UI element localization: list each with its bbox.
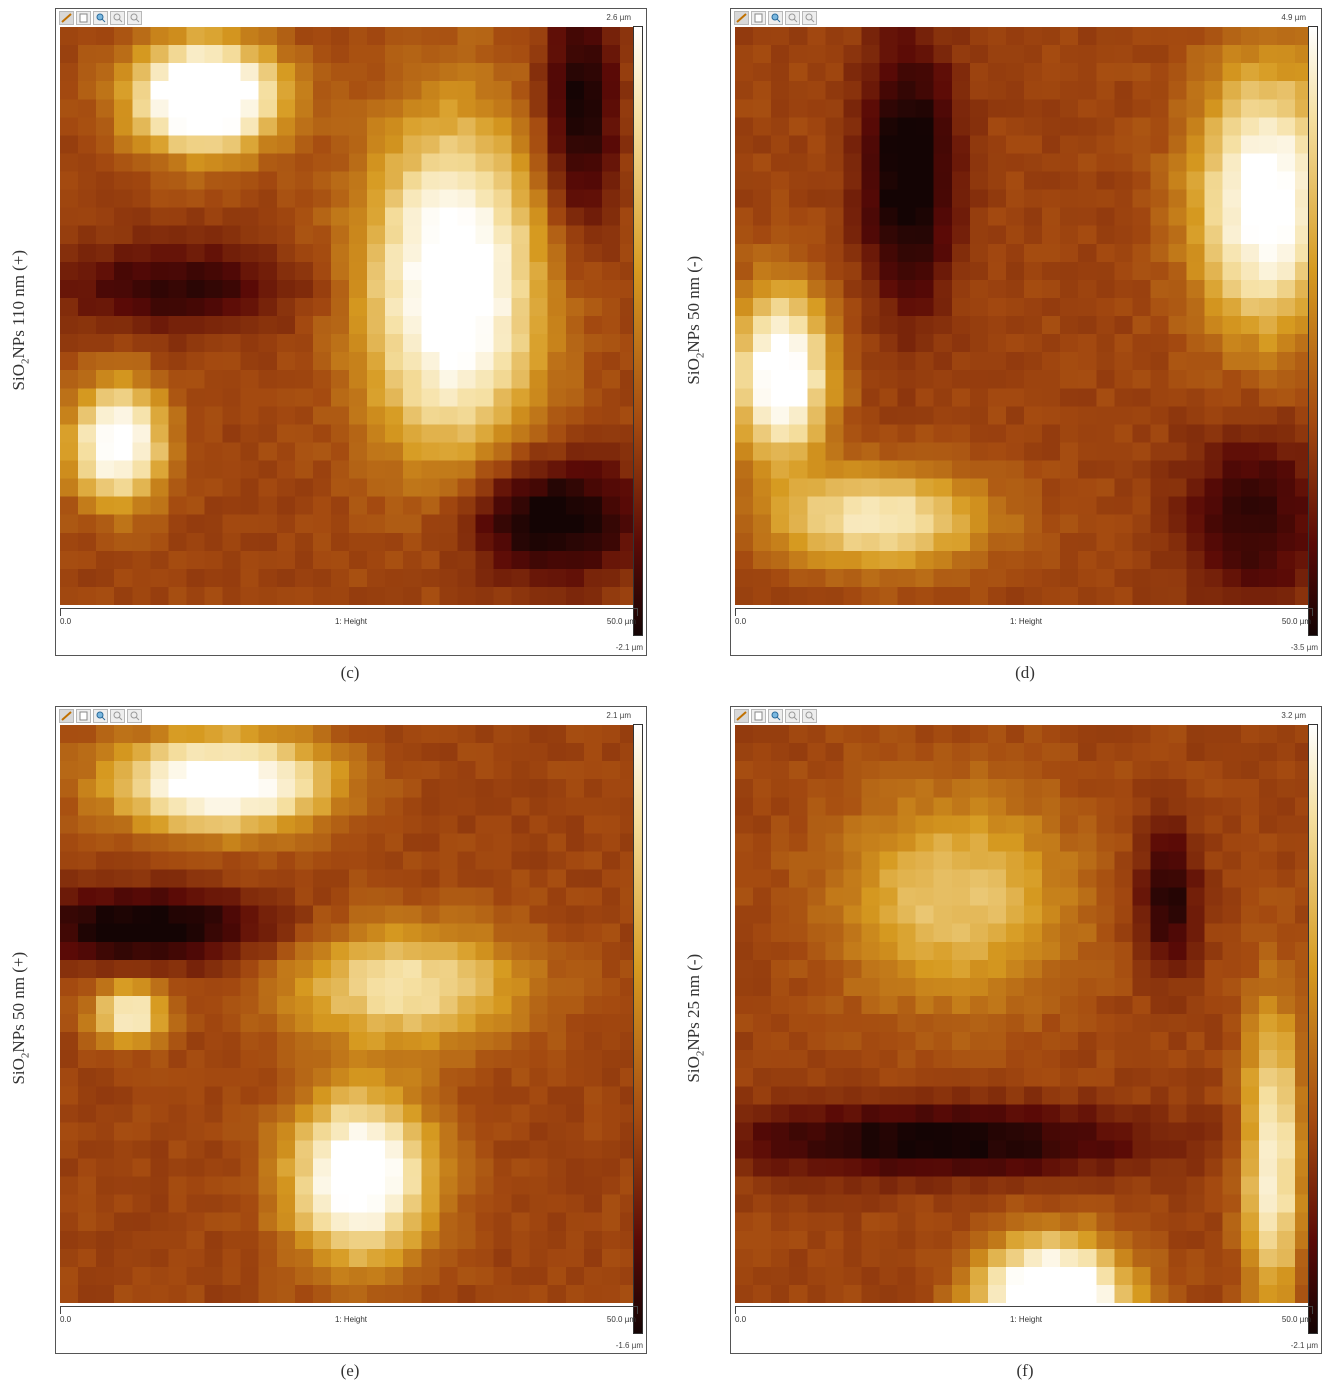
height-colorbar bbox=[1308, 724, 1318, 1334]
toolbar bbox=[59, 11, 142, 27]
afm-height-image[interactable] bbox=[735, 725, 1313, 1303]
axis-end-label: 50.0 µm bbox=[606, 617, 636, 626]
max-height-label: 3.2 µm bbox=[1281, 711, 1306, 720]
page-icon[interactable] bbox=[751, 11, 766, 25]
afm-height-image[interactable] bbox=[735, 27, 1313, 605]
min-height-label: -1.6 µm bbox=[615, 1341, 643, 1350]
pencil-icon[interactable] bbox=[59, 709, 74, 723]
toolbar bbox=[734, 709, 817, 725]
min-height-label: -3.5 µm bbox=[1290, 643, 1318, 652]
zoom-in-icon[interactable] bbox=[93, 709, 108, 723]
max-height-label: 2.1 µm bbox=[606, 711, 631, 720]
panel-c: SiO2NPs 110 nm (+) 2.6 µm 0.0 1: Height … bbox=[0, 0, 672, 698]
min-height-label: -2.1 µm bbox=[1290, 1341, 1318, 1350]
panel-caption: (d) bbox=[1015, 663, 1035, 682]
axis-end-label: 50.0 µm bbox=[1281, 1315, 1311, 1324]
page-icon[interactable] bbox=[76, 11, 91, 25]
page-icon[interactable] bbox=[751, 709, 766, 723]
axis-end-label: 50.0 µm bbox=[1281, 617, 1311, 626]
pencil-icon[interactable] bbox=[734, 709, 749, 723]
axis-end-label: 50.0 µm bbox=[606, 1315, 636, 1324]
zoom-out-icon[interactable] bbox=[785, 709, 800, 723]
channel-label: 1: Height bbox=[1009, 617, 1043, 626]
side-label: SiO2NPs 50 nm (+) bbox=[8, 951, 32, 1085]
afm-height-image[interactable] bbox=[60, 27, 638, 605]
panel-e: SiO2NPs 50 nm (+) 2.1 µm 0.0 1: Height 5… bbox=[0, 698, 672, 1396]
channel-label: 1: Height bbox=[334, 1315, 368, 1324]
zoom-in-icon[interactable] bbox=[768, 709, 783, 723]
max-height-label: 2.6 µm bbox=[606, 13, 631, 22]
zoom-in-icon[interactable] bbox=[768, 11, 783, 25]
zoom-reset-icon[interactable] bbox=[802, 709, 817, 723]
afm-window: 4.9 µm 0.0 1: Height 50.0 µm -3.5 µm bbox=[730, 8, 1322, 656]
axis-start-label: 0.0 bbox=[60, 617, 72, 626]
height-colorbar bbox=[1308, 26, 1318, 636]
panel-d: SiO2NPs 50 nm (-) 4.9 µm 0.0 1: Height 5… bbox=[675, 0, 1344, 698]
afm-window: 2.1 µm 0.0 1: Height 50.0 µm -1.6 µm bbox=[55, 706, 647, 1354]
side-label: SiO2NPs 25 nm (-) bbox=[683, 953, 707, 1083]
max-height-label: 4.9 µm bbox=[1281, 13, 1306, 22]
x-axis-ruler bbox=[60, 608, 638, 616]
axis-start-label: 0.0 bbox=[735, 617, 747, 626]
x-axis-ruler bbox=[60, 1306, 638, 1314]
channel-label: 1: Height bbox=[1009, 1315, 1043, 1324]
zoom-in-icon[interactable] bbox=[93, 11, 108, 25]
toolbar bbox=[59, 709, 142, 725]
panel-caption: (e) bbox=[340, 1361, 360, 1380]
pencil-icon[interactable] bbox=[59, 11, 74, 25]
afm-window: 2.6 µm 0.0 1: Height 50.0 µm -2.1 µm bbox=[55, 8, 647, 656]
x-axis-ruler bbox=[735, 608, 1313, 616]
height-colorbar bbox=[633, 724, 643, 1334]
afm-window: 3.2 µm 0.0 1: Height 50.0 µm -2.1 µm bbox=[730, 706, 1322, 1354]
x-axis-ruler bbox=[735, 1306, 1313, 1314]
axis-start-label: 0.0 bbox=[735, 1315, 747, 1324]
zoom-out-icon[interactable] bbox=[785, 11, 800, 25]
pencil-icon[interactable] bbox=[734, 11, 749, 25]
afm-height-image[interactable] bbox=[60, 725, 638, 1303]
axis-start-label: 0.0 bbox=[60, 1315, 72, 1324]
zoom-out-icon[interactable] bbox=[110, 11, 125, 25]
zoom-out-icon[interactable] bbox=[110, 709, 125, 723]
min-height-label: -2.1 µm bbox=[615, 643, 643, 652]
side-label: SiO2NPs 110 nm (+) bbox=[8, 249, 32, 391]
channel-label: 1: Height bbox=[334, 617, 368, 626]
height-colorbar bbox=[633, 26, 643, 636]
panel-f: SiO2NPs 25 nm (-) 3.2 µm 0.0 1: Height 5… bbox=[675, 698, 1344, 1396]
page-icon[interactable] bbox=[76, 709, 91, 723]
side-label: SiO2NPs 50 nm (-) bbox=[683, 255, 707, 385]
zoom-reset-icon[interactable] bbox=[127, 11, 142, 25]
zoom-reset-icon[interactable] bbox=[127, 709, 142, 723]
zoom-reset-icon[interactable] bbox=[802, 11, 817, 25]
panel-caption: (f) bbox=[1016, 1361, 1034, 1380]
panel-caption: (c) bbox=[340, 663, 360, 682]
toolbar bbox=[734, 11, 817, 27]
